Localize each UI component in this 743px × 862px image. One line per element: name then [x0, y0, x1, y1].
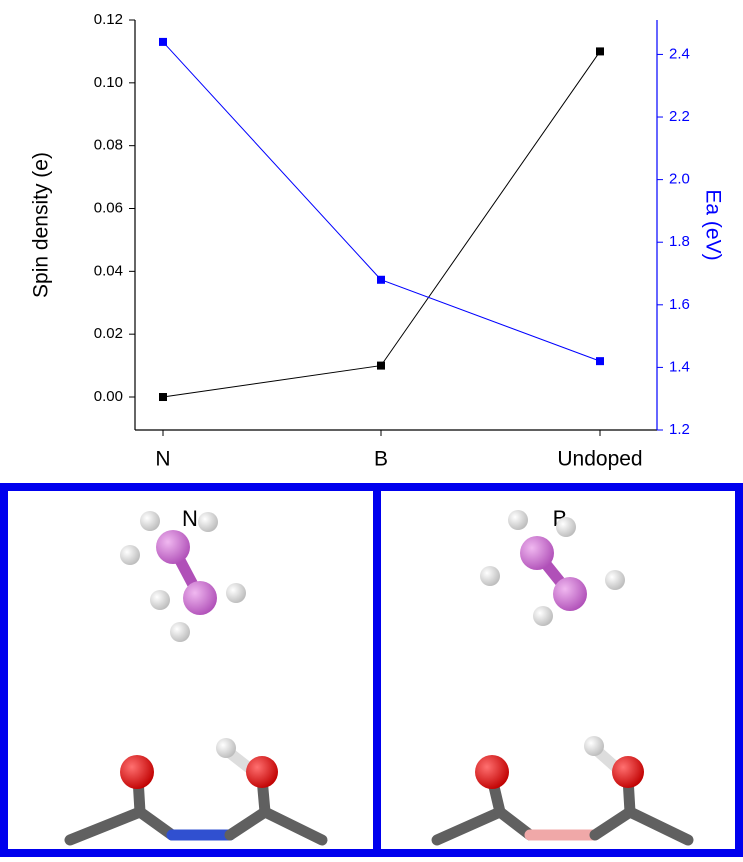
series-line: [163, 51, 600, 397]
y2-axis-label: Ea (eV): [701, 189, 724, 260]
y2-tick-label: 2.4: [669, 45, 690, 62]
panel-label: N: [182, 506, 198, 531]
y2-tick-label: 1.8: [669, 233, 690, 250]
y2-tick-label: 1.2: [669, 421, 690, 438]
y-tick-label: 0.04: [94, 262, 123, 279]
marker: [596, 47, 604, 55]
chart: 0.00 0.02 0.04 0.06 0.08 0.10 0.12 1.2 1.4 1.6 1.8…: [94, 11, 690, 471]
y-tick-label: 0.00: [94, 388, 123, 405]
y-tick-label: 0.02: [94, 325, 123, 342]
molecule-n: [70, 511, 322, 840]
marker: [159, 38, 167, 46]
series-line: [163, 42, 600, 361]
y-axis-label: Spin density (e): [30, 152, 53, 298]
y2-tick-label: 2.2: [669, 108, 690, 125]
x-tick-label: N: [155, 448, 170, 471]
page: 0.00 0.02 0.04 0.06 0.08 0.10 0.12 1.2 1.4 1.6 1.8…: [0, 0, 743, 857]
marker: [159, 393, 167, 401]
y2-tick-label: 2.0: [669, 171, 690, 188]
x-tick-label: Undoped: [557, 448, 642, 471]
y-tick-label: 0.08: [94, 137, 123, 154]
y-tick-label: 0.12: [94, 11, 123, 28]
y2-tick-label: 1.4: [669, 358, 690, 375]
panels: N B: [4, 487, 739, 853]
y-tick-label: 0.06: [94, 199, 123, 216]
marker: [377, 362, 385, 370]
molecule-b: [437, 510, 688, 840]
marker: [377, 276, 385, 284]
marker: [596, 357, 604, 365]
y-tick-label: 0.10: [94, 74, 123, 91]
x-tick-label: B: [374, 448, 388, 471]
y2-tick-label: 1.6: [669, 296, 690, 313]
